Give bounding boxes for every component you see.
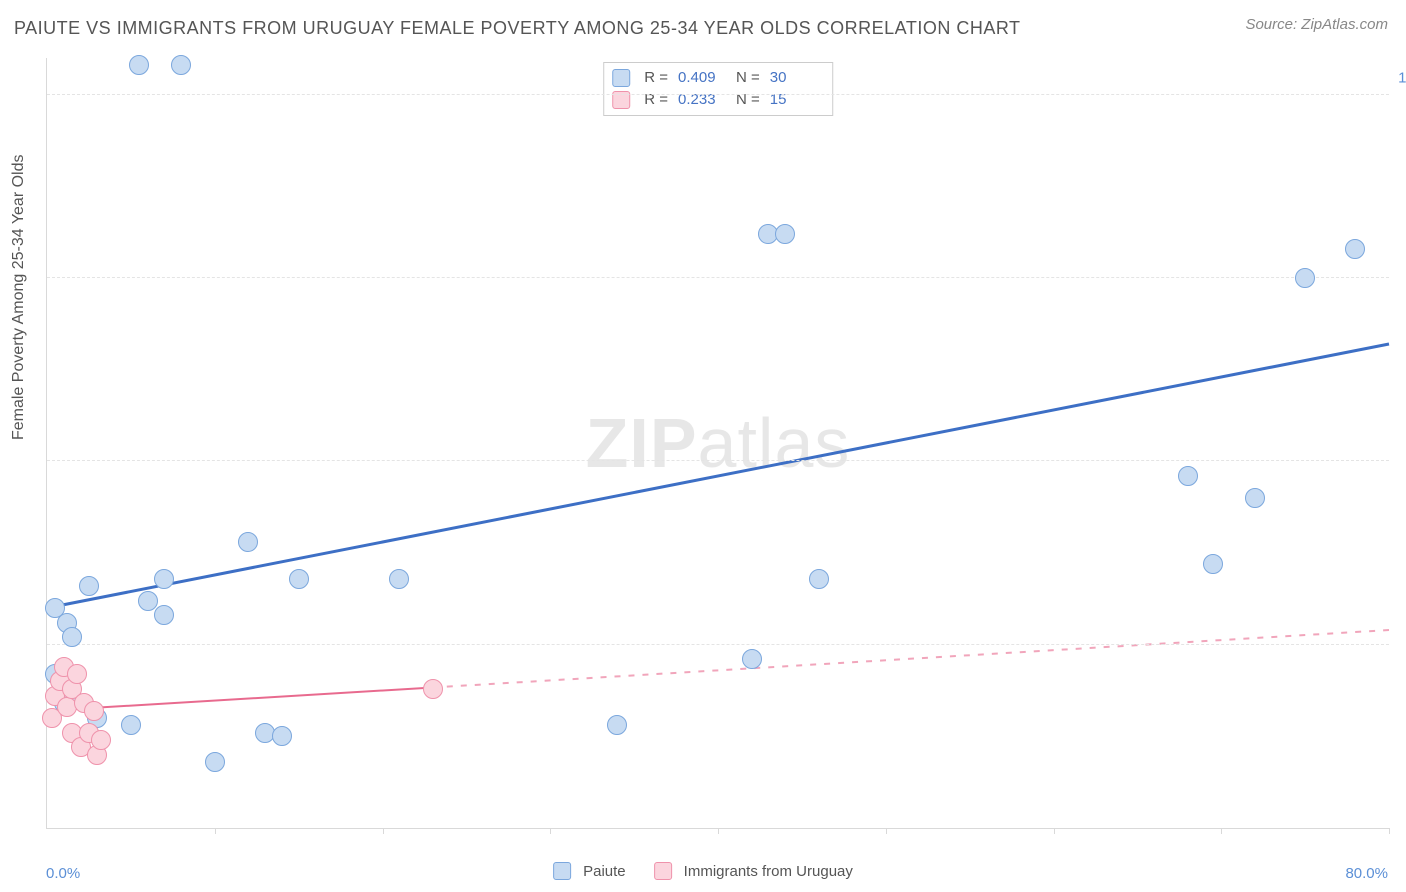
source-attribution: Source: ZipAtlas.com xyxy=(1245,16,1388,33)
n-value: 15 xyxy=(770,89,818,111)
legend-row: R = 0.409 N = 30 xyxy=(612,67,818,89)
legend-swatch xyxy=(553,862,571,880)
data-point xyxy=(129,55,149,75)
data-point xyxy=(238,532,258,552)
data-point xyxy=(154,605,174,625)
series-legend: Paiute Immigrants from Uruguay xyxy=(553,862,853,880)
r-label: R = xyxy=(644,67,668,89)
r-value: 0.409 xyxy=(678,67,726,89)
gridline xyxy=(47,94,1389,95)
data-point xyxy=(67,664,87,684)
x-tick xyxy=(215,828,216,834)
data-point xyxy=(121,715,141,735)
data-point xyxy=(607,715,627,735)
x-tick xyxy=(1054,828,1055,834)
data-point xyxy=(423,679,443,699)
gridline xyxy=(47,644,1389,645)
y-axis-title: Female Poverty Among 25-34 Year Olds xyxy=(10,155,28,441)
data-point xyxy=(62,627,82,647)
data-point xyxy=(84,701,104,721)
x-tick xyxy=(383,828,384,834)
data-point xyxy=(1178,466,1198,486)
r-label: R = xyxy=(644,89,668,111)
x-tick xyxy=(550,828,551,834)
data-point xyxy=(272,726,292,746)
watermark-rest: atlas xyxy=(698,404,851,482)
gridline xyxy=(47,460,1389,461)
legend-label: Paiute xyxy=(583,863,626,880)
watermark: ZIPatlas xyxy=(586,403,851,483)
y-tick-label: 100.0% xyxy=(1398,69,1406,86)
data-point xyxy=(389,569,409,589)
data-point xyxy=(205,752,225,772)
trend-line-dashed xyxy=(433,630,1389,687)
data-point xyxy=(289,569,309,589)
data-point xyxy=(775,224,795,244)
legend-swatch xyxy=(612,69,630,87)
n-label: N = xyxy=(736,67,760,89)
legend-item: Immigrants from Uruguay xyxy=(654,862,853,880)
legend-item: Paiute xyxy=(553,862,626,880)
chart-title: PAIUTE VS IMMIGRANTS FROM URUGUAY FEMALE… xyxy=(14,18,1021,39)
r-value: 0.233 xyxy=(678,89,726,111)
data-point xyxy=(1203,554,1223,574)
data-point xyxy=(138,591,158,611)
legend-swatch xyxy=(654,862,672,880)
gridline xyxy=(47,277,1389,278)
data-point xyxy=(1345,239,1365,259)
trend-line-solid xyxy=(47,687,433,710)
data-point xyxy=(1295,268,1315,288)
data-point xyxy=(742,649,762,669)
correlation-legend: R = 0.409 N = 30 R = 0.233 N = 15 xyxy=(603,62,833,116)
n-label: N = xyxy=(736,89,760,111)
x-tick xyxy=(1221,828,1222,834)
chart-plot-area: ZIPatlas R =0.409N =30R =0.233N =15 25.0… xyxy=(46,58,1389,829)
x-tick xyxy=(718,828,719,834)
x-axis-max-label: 80.0% xyxy=(1345,865,1388,882)
watermark-bold: ZIP xyxy=(586,404,698,482)
data-point xyxy=(1245,488,1265,508)
legend-row: R = 0.233 N = 15 xyxy=(612,89,818,111)
data-point xyxy=(171,55,191,75)
data-point xyxy=(809,569,829,589)
x-axis-min-label: 0.0% xyxy=(46,865,80,882)
legend-label: Immigrants from Uruguay xyxy=(684,863,853,880)
trend-lines-layer xyxy=(47,58,1389,828)
data-point xyxy=(79,576,99,596)
x-tick xyxy=(1389,828,1390,834)
data-point xyxy=(154,569,174,589)
data-point xyxy=(91,730,111,750)
n-value: 30 xyxy=(770,67,818,89)
x-tick xyxy=(886,828,887,834)
